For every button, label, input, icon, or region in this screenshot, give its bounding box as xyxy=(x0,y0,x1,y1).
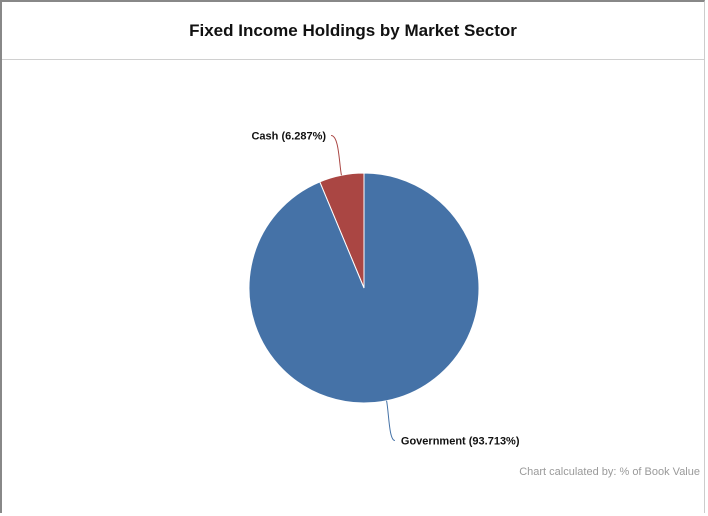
pie-chart: Cash (6.287%) Government (93.713%) xyxy=(248,130,520,448)
connector-cash xyxy=(330,134,342,176)
data-label-cash: Cash (6.287%) xyxy=(251,130,326,142)
connector-government xyxy=(386,400,396,442)
chart-footnote: Chart calculated by: % of Book Value xyxy=(519,466,700,478)
data-label-government: Government (93.713%) xyxy=(401,436,520,448)
chart-title: Fixed Income Holdings by Market Sector xyxy=(189,20,517,40)
chart-header: Fixed Income Holdings by Market Sector xyxy=(2,2,704,60)
pie-slice-government[interactable] xyxy=(248,172,480,404)
